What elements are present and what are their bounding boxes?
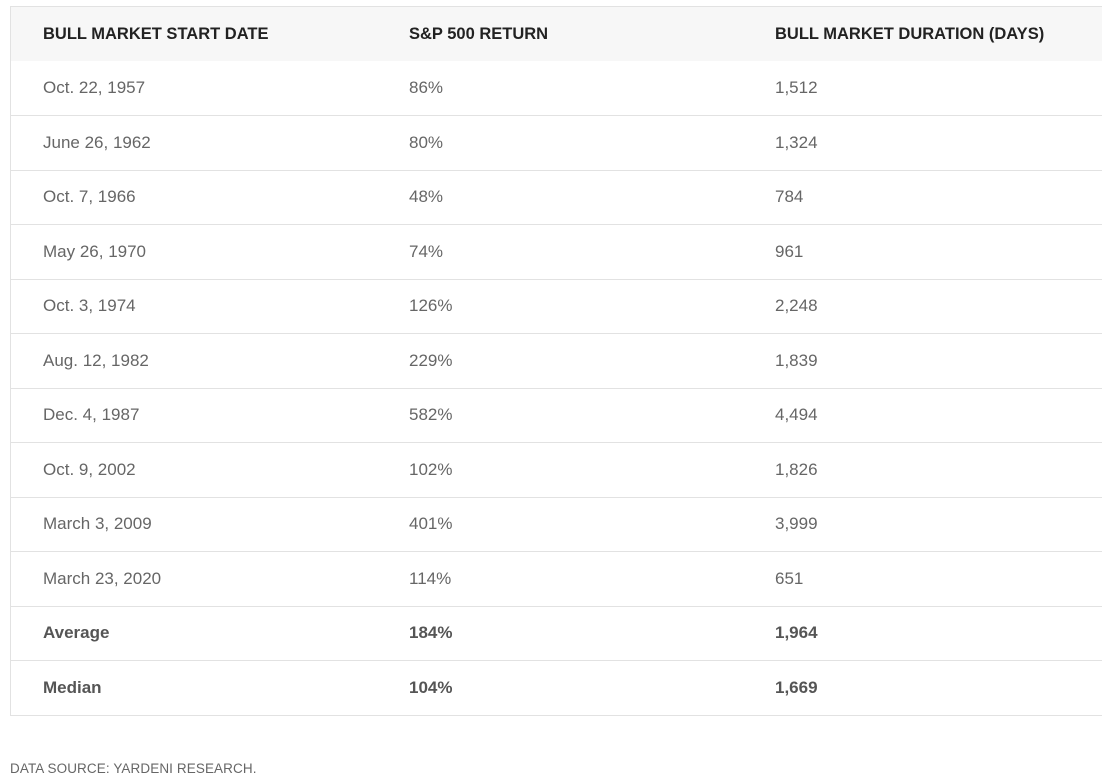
- cell-duration: 784: [775, 187, 804, 207]
- table-row: June 26, 1962 80% 1,324: [11, 115, 1102, 171]
- cell-start-date: Oct. 3, 1974: [43, 296, 136, 316]
- cell-start-date: March 3, 2009: [43, 514, 152, 534]
- median-row: Median 104% 1,669: [11, 660, 1102, 716]
- cell-return: 74%: [409, 241, 444, 261]
- cell-duration: 4,494: [775, 405, 818, 425]
- table-row: Oct. 7, 1966 48% 784: [11, 170, 1102, 225]
- cell-start-date: March 23, 2020: [43, 568, 162, 588]
- cell-return: 126%: [409, 296, 453, 316]
- median-return: 104%: [409, 678, 453, 697]
- median-duration: 1,669: [775, 678, 818, 697]
- cell-start-date: Aug. 12, 1982: [43, 350, 149, 370]
- header-start-date: BULL MARKET START DATE: [43, 24, 269, 43]
- table-row: May 26, 1970 74% 961: [11, 224, 1102, 280]
- bull-market-table-container: BULL MARKET START DATE S&P 500 RETURN BU…: [10, 6, 1102, 716]
- cell-return: 48%: [409, 187, 444, 207]
- cell-return: 80%: [409, 132, 444, 152]
- median-label: Median: [43, 678, 102, 697]
- cell-return: 102%: [409, 459, 453, 479]
- table-row: Oct. 9, 2002 102% 1,826: [11, 442, 1102, 498]
- cell-return: 86%: [409, 78, 444, 97]
- cell-duration: 2,248: [775, 296, 818, 316]
- table-header: BULL MARKET START DATE S&P 500 RETURN BU…: [11, 7, 1102, 61]
- table-row: Oct. 22, 1957 86% 1,512: [11, 61, 1102, 116]
- cell-duration: 3,999: [775, 514, 818, 534]
- cell-return: 582%: [409, 405, 453, 425]
- header-duration-days: BULL MARKET DURATION (DAYS): [775, 24, 1045, 43]
- cell-start-date: Oct. 9, 2002: [43, 459, 136, 479]
- data-source-note: DATA SOURCE: YARDENI RESEARCH.: [10, 761, 257, 776]
- cell-duration: 1,512: [775, 78, 818, 97]
- table-row: Aug. 12, 1982 229% 1,839: [11, 333, 1102, 389]
- table-body: Oct. 22, 1957 86% 1,512 June 26, 1962 80…: [11, 61, 1102, 715]
- cell-duration: 961: [775, 241, 804, 261]
- table-row: Dec. 4, 1987 582% 4,494: [11, 388, 1102, 443]
- cell-start-date: June 26, 1962: [43, 132, 151, 152]
- cell-duration: 651: [775, 568, 804, 588]
- cell-start-date: Dec. 4, 1987: [43, 405, 140, 425]
- table-header-row: BULL MARKET START DATE S&P 500 RETURN BU…: [11, 7, 1102, 61]
- average-label: Average: [43, 623, 110, 643]
- cell-duration: 1,826: [775, 459, 818, 479]
- table-row: March 3, 2009 401% 3,999: [11, 497, 1102, 552]
- average-row: Average 184% 1,964: [11, 606, 1102, 661]
- header-sp500-return: S&P 500 RETURN: [409, 24, 549, 43]
- cell-duration: 1,839: [775, 350, 818, 370]
- cell-return: 401%: [409, 514, 453, 534]
- table-row: March 23, 2020 114% 651: [11, 551, 1102, 607]
- cell-start-date: Oct. 7, 1966: [43, 187, 136, 207]
- cell-return: 114%: [409, 568, 452, 588]
- cell-start-date: May 26, 1970: [43, 241, 147, 261]
- cell-duration: 1,324: [775, 132, 818, 152]
- cell-start-date: Oct. 22, 1957: [43, 78, 146, 97]
- average-return: 184%: [409, 623, 453, 643]
- table-row: Oct. 3, 1974 126% 2,248: [11, 279, 1102, 334]
- average-duration: 1,964: [775, 623, 818, 643]
- cell-return: 229%: [409, 350, 453, 370]
- bull-market-table: BULL MARKET START DATE S&P 500 RETURN BU…: [11, 7, 1102, 715]
